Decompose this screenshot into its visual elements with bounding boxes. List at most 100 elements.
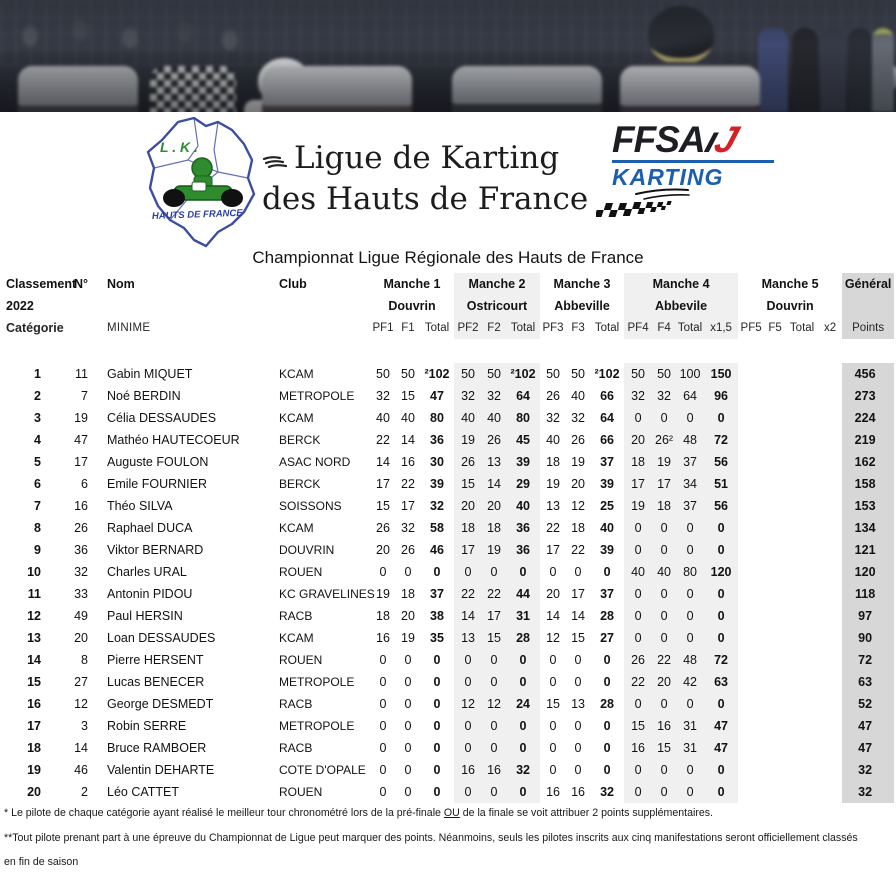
cell-manche5 — [738, 451, 764, 473]
cell-manche5 — [818, 407, 842, 429]
cell-manche1: 16 — [401, 455, 415, 469]
cell-manche2: 13 — [461, 631, 475, 645]
cell-manche5 — [786, 451, 818, 473]
cell-manche4: 0 — [634, 763, 642, 777]
cell-manche2: 32 — [516, 763, 530, 777]
cell-points: 47 — [858, 741, 873, 755]
cell-driver-name: Léo CATTET — [107, 785, 180, 799]
cell-manche1: 32 — [430, 499, 444, 513]
cell-manche4: 48 — [683, 653, 697, 667]
cell-manche4: 16 — [657, 719, 671, 733]
cell-manche3: 66 — [600, 389, 614, 403]
cell-club: KCAM — [279, 367, 314, 381]
cell-manche1: 15 — [401, 389, 415, 403]
checkered-swoosh-icon — [596, 188, 690, 217]
cell-driver-name: Antonin PIDOU — [107, 587, 193, 601]
col-f2: F2 — [487, 322, 501, 334]
col-f5: F5 — [768, 322, 782, 334]
cell-points: 456 — [854, 367, 876, 381]
cell-manche3: 0 — [603, 565, 611, 579]
cell-manche1: 0 — [379, 741, 387, 755]
cell-manche4: 37 — [683, 499, 697, 513]
cell-manche2: 0 — [464, 565, 472, 579]
col-f3: F3 — [571, 322, 585, 334]
manche5-venue: Douvrin — [766, 299, 814, 313]
cell-manche1: 0 — [404, 719, 412, 733]
manche3-venue: Abbeville — [554, 299, 610, 313]
cell-number: 11 — [75, 367, 88, 381]
cell-manche1: 36 — [430, 433, 444, 447]
kart-nose — [452, 66, 602, 112]
cell-manche3: 0 — [549, 653, 557, 667]
cell-manche3: 28 — [600, 697, 614, 711]
cell-manche5 — [738, 605, 764, 627]
cell-manche5 — [764, 759, 786, 781]
cell-manche3: 0 — [603, 653, 611, 667]
cell-manche2: 32 — [461, 389, 475, 403]
cell-manche1: 32 — [376, 389, 390, 403]
cell-manche5 — [818, 517, 842, 539]
cell-manche2: 14 — [461, 609, 475, 623]
cell-club: BERCK — [279, 477, 321, 491]
cell-manche1: 0 — [433, 741, 441, 755]
cell-manche5 — [764, 495, 786, 517]
league-title-line2: des Hauts de France — [262, 181, 589, 217]
cell-manche1: 46 — [430, 543, 444, 557]
cell-points: 162 — [854, 455, 876, 469]
cell-manche2: 40 — [487, 411, 501, 425]
crowd-blur — [0, 6, 250, 66]
cell-manche4: 20 — [631, 433, 645, 447]
cell-driver-name: Mathéo HAUTECOEUR — [107, 433, 240, 447]
kart-nose — [18, 66, 138, 112]
cell-manche2: 17 — [461, 543, 475, 557]
banner-photo-shapes — [0, 0, 896, 112]
cell-rank: 2 — [34, 389, 41, 403]
standing-person — [792, 28, 818, 112]
cell-manche2: 0 — [519, 741, 527, 755]
cell-manche5 — [818, 363, 842, 385]
cell-manche5 — [818, 715, 842, 737]
cell-manche3: 17 — [546, 543, 560, 557]
cell-manche3: 14 — [571, 609, 585, 623]
cell-manche5 — [764, 715, 786, 737]
cell-manche3: 0 — [603, 675, 611, 689]
cell-manche3: 32 — [600, 785, 614, 799]
table-row: 16 12 George DESMEDT RACB 0 0 0 12 12 24 15 13 28 0 0 0… — [2, 693, 894, 715]
cell-club: ROUEN — [279, 653, 323, 667]
col-pf3: PF3 — [542, 322, 564, 334]
cell-club: SOISSONS — [279, 499, 342, 513]
cell-club: RACB — [279, 697, 313, 711]
cell-manche2: 0 — [519, 719, 527, 733]
cell-manche5 — [818, 385, 842, 407]
cell-driver-name: Loan DESSAUDES — [107, 631, 216, 645]
cell-manche5 — [786, 715, 818, 737]
cell-manche3: 0 — [603, 719, 611, 733]
cell-manche1: 0 — [379, 785, 387, 799]
cell-manche5 — [786, 693, 818, 715]
cell-club: ROUEN — [279, 565, 323, 579]
cell-manche4: 0 — [686, 631, 694, 645]
cell-manche3: 0 — [574, 675, 582, 689]
cell-manche4: 48 — [683, 433, 697, 447]
cell-manche5 — [786, 517, 818, 539]
cell-manche4: 50 — [631, 367, 645, 381]
cell-manche1: 0 — [433, 719, 441, 733]
cell-club: METROPOLE — [279, 675, 355, 689]
kart-nose — [620, 66, 760, 112]
cell-number: 49 — [74, 609, 88, 623]
cell-manche5 — [738, 671, 764, 693]
cell-manche2: 26 — [461, 455, 475, 469]
cell-manche4: 0 — [634, 609, 642, 623]
cell-manche5 — [786, 605, 818, 627]
cell-manche2: 0 — [519, 785, 527, 799]
name-column-header: Nom — [107, 277, 135, 291]
cell-manche1: 19 — [376, 587, 390, 601]
cell-manche4: 0 — [660, 543, 668, 557]
cell-manche5 — [786, 759, 818, 781]
table-row: 9 36 Viktor BERNARD DOUVRIN 20 26 46 17 19 36 17 22… — [2, 539, 894, 561]
cell-manche5 — [818, 473, 842, 495]
cell-manche3: 18 — [546, 455, 560, 469]
cell-manche1: 16 — [376, 631, 390, 645]
col-pf4: PF4 — [627, 322, 649, 334]
cell-manche2: 0 — [464, 653, 472, 667]
